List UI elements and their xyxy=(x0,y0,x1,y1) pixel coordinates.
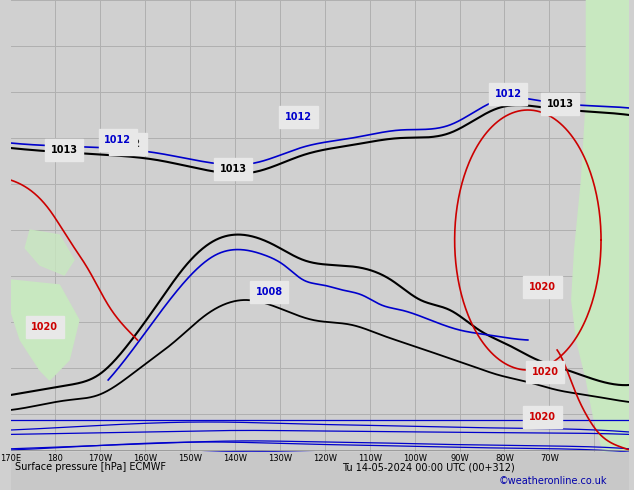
Text: 110W: 110W xyxy=(358,454,382,463)
Text: 170E: 170E xyxy=(0,454,21,463)
Text: 150W: 150W xyxy=(178,454,202,463)
Text: ©weatheronline.co.uk: ©weatheronline.co.uk xyxy=(498,476,607,486)
Text: 90W: 90W xyxy=(450,454,469,463)
Polygon shape xyxy=(572,0,630,490)
Bar xyxy=(11,452,630,490)
Text: 1020: 1020 xyxy=(532,367,559,377)
Text: 170W: 170W xyxy=(88,454,112,463)
Text: 140W: 140W xyxy=(223,454,247,463)
Text: Surface pressure [hPa] ECMWF: Surface pressure [hPa] ECMWF xyxy=(15,462,167,472)
Text: 1020: 1020 xyxy=(529,412,556,422)
Text: 1020: 1020 xyxy=(31,322,58,332)
Text: 160W: 160W xyxy=(133,454,157,463)
Text: 1013: 1013 xyxy=(51,145,78,155)
Text: 100W: 100W xyxy=(403,454,427,463)
Text: 1008: 1008 xyxy=(256,287,283,297)
Text: 120W: 120W xyxy=(313,454,337,463)
Text: 1012: 1012 xyxy=(114,139,141,149)
Text: 180: 180 xyxy=(48,454,63,463)
Polygon shape xyxy=(11,280,79,380)
Text: 130W: 130W xyxy=(268,454,292,463)
Text: 1012: 1012 xyxy=(495,89,522,99)
Text: 70W: 70W xyxy=(540,454,559,463)
Text: Tu 14-05-2024 00:00 UTC (00+312): Tu 14-05-2024 00:00 UTC (00+312) xyxy=(342,462,515,472)
Text: 1020: 1020 xyxy=(529,282,556,292)
Text: 1012: 1012 xyxy=(285,112,312,122)
Text: 80W: 80W xyxy=(495,454,514,463)
Text: 1013: 1013 xyxy=(219,164,247,174)
Text: 1013: 1013 xyxy=(547,99,574,109)
Text: 1012: 1012 xyxy=(105,135,131,145)
Polygon shape xyxy=(25,230,74,275)
